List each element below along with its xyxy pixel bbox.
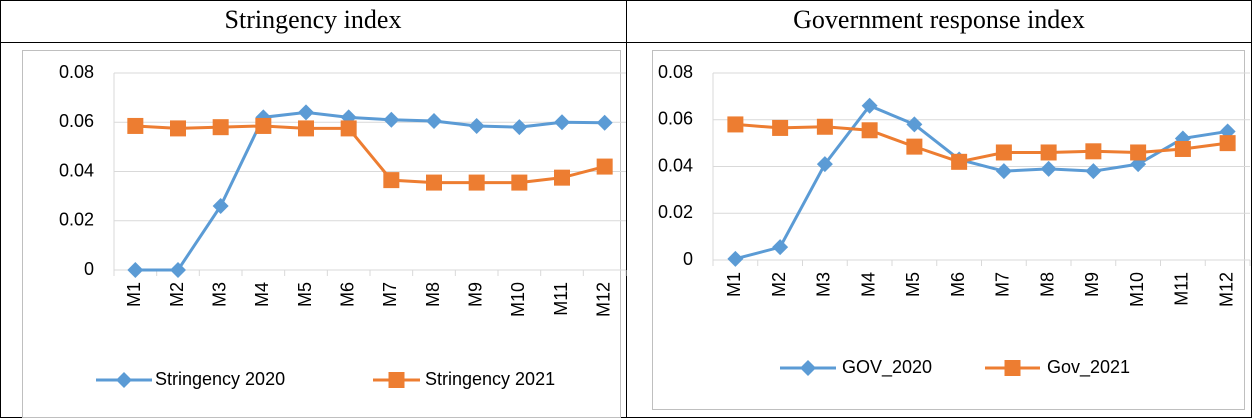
chart-frame xyxy=(652,50,1245,410)
x-tick-label: M2 xyxy=(167,282,187,307)
marker xyxy=(426,113,442,130)
marker xyxy=(511,174,528,191)
marker xyxy=(596,114,613,131)
x-tick-label: M12 xyxy=(1216,272,1236,307)
series-line xyxy=(135,124,606,185)
x-tick-label: M11 xyxy=(1172,272,1192,306)
x-tick-label: M7 xyxy=(993,272,1013,297)
x-tick-label: M6 xyxy=(337,282,357,307)
marker xyxy=(800,360,816,376)
x-tick-label: M5 xyxy=(903,272,923,297)
marker xyxy=(298,104,314,121)
x-tick-label: M8 xyxy=(423,282,443,307)
y-tick-label: 0.02 xyxy=(658,202,693,222)
x-tick-label: M10 xyxy=(508,282,528,317)
x-tick-label: M9 xyxy=(1082,272,1102,297)
x-tick-label: M7 xyxy=(380,282,400,307)
marker xyxy=(426,174,442,191)
x-tick-label: M2 xyxy=(769,272,789,297)
y-tick-label: 0.02 xyxy=(59,210,94,230)
marker xyxy=(383,111,400,128)
marker xyxy=(861,122,878,139)
marker xyxy=(906,138,923,155)
chart-title: Stringency index xyxy=(225,5,402,34)
marker xyxy=(816,156,833,173)
marker xyxy=(995,163,1012,180)
chart-title: Government response index xyxy=(793,5,1085,34)
marker xyxy=(1219,135,1236,152)
x-tick-label: M4 xyxy=(858,272,878,297)
x-tick-label: M3 xyxy=(814,272,834,297)
y-tick-label: 0 xyxy=(683,249,693,269)
marker xyxy=(388,372,405,388)
marker xyxy=(127,117,144,134)
marker xyxy=(1130,144,1147,161)
marker xyxy=(772,239,789,256)
y-tick-label: 0.06 xyxy=(59,111,94,131)
x-tick-label: M8 xyxy=(1037,272,1057,297)
chart-frame xyxy=(22,50,621,418)
marker xyxy=(1040,160,1057,177)
legend-label: Stringency 2020 xyxy=(155,369,285,389)
marker xyxy=(170,120,186,137)
legend-label: Gov_2021 xyxy=(1047,357,1130,378)
x-tick-label: M5 xyxy=(295,282,315,307)
marker xyxy=(340,120,357,137)
marker xyxy=(861,97,878,114)
marker xyxy=(727,250,744,267)
marker xyxy=(596,158,613,175)
series-line xyxy=(734,103,1228,261)
marker xyxy=(554,114,570,131)
y-tick-label: 0.08 xyxy=(59,62,94,82)
marker xyxy=(1174,140,1191,157)
legend-label: GOV_2020 xyxy=(842,357,932,378)
marker xyxy=(1040,144,1057,161)
y-tick-label: 0 xyxy=(84,259,94,279)
x-tick-label: M1 xyxy=(124,282,144,307)
x-tick-label: M6 xyxy=(948,272,968,297)
marker xyxy=(554,169,570,186)
y-tick-label: 0.04 xyxy=(59,160,94,180)
marker xyxy=(212,119,229,136)
marker xyxy=(951,153,968,170)
marker xyxy=(727,116,744,133)
legend-label: Stringency 2021 xyxy=(425,369,555,389)
y-tick-label: 0.04 xyxy=(658,155,693,175)
marker xyxy=(212,197,229,214)
x-tick-label: M9 xyxy=(465,282,485,307)
marker xyxy=(511,119,528,136)
marker xyxy=(127,262,144,278)
marker xyxy=(298,120,314,137)
marker xyxy=(1004,360,1021,376)
y-tick-label: 0.06 xyxy=(658,109,693,129)
series-line xyxy=(135,110,605,272)
x-tick-label: M1 xyxy=(724,272,744,297)
x-tick-label: M11 xyxy=(551,282,571,316)
y-tick-label: 0.08 xyxy=(658,62,693,82)
marker xyxy=(1085,143,1102,160)
marker xyxy=(116,372,132,388)
x-tick-label: M3 xyxy=(209,282,229,307)
marker xyxy=(995,144,1012,161)
marker xyxy=(816,118,833,135)
marker xyxy=(468,117,485,134)
marker xyxy=(170,262,186,278)
x-tick-label: M10 xyxy=(1127,272,1147,307)
x-tick-label: M4 xyxy=(252,282,272,307)
marker xyxy=(383,172,400,189)
marker xyxy=(906,116,923,133)
marker xyxy=(468,174,485,191)
marker xyxy=(255,117,272,134)
marker xyxy=(772,119,789,136)
x-tick-label: M12 xyxy=(593,282,613,317)
marker xyxy=(1085,163,1102,180)
